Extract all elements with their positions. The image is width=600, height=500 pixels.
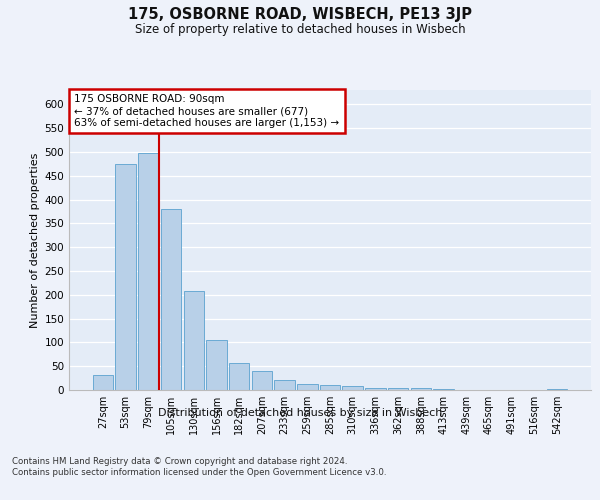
Text: 175, OSBORNE ROAD, WISBECH, PE13 3JP: 175, OSBORNE ROAD, WISBECH, PE13 3JP (128, 8, 472, 22)
Bar (433, 389, 454, 390)
Bar (229, 363, 250, 390)
Text: 175 OSBORNE ROAD: 90sqm
← 37% of detached houses are smaller (677)
63% of semi-d: 175 OSBORNE ROAD: 90sqm ← 37% of detache… (74, 94, 340, 128)
Bar (365, 388, 386, 390)
Y-axis label: Number of detached properties: Number of detached properties (30, 152, 40, 328)
Bar (93, 375, 113, 390)
Bar (184, 291, 204, 390)
Bar (388, 388, 409, 390)
Bar (547, 389, 567, 390)
Bar (161, 209, 181, 390)
Text: Contains HM Land Registry data © Crown copyright and database right 2024.
Contai: Contains HM Land Registry data © Crown c… (12, 458, 386, 477)
Bar (274, 380, 295, 390)
Text: Distribution of detached houses by size in Wisbech: Distribution of detached houses by size … (158, 408, 442, 418)
Bar (251, 371, 272, 390)
Bar (138, 154, 158, 390)
Text: Size of property relative to detached houses in Wisbech: Size of property relative to detached ho… (134, 22, 466, 36)
Bar (115, 164, 136, 390)
Bar (343, 386, 363, 390)
Bar (320, 385, 340, 390)
Bar (206, 340, 227, 390)
Bar (297, 384, 317, 390)
Bar (410, 388, 431, 390)
